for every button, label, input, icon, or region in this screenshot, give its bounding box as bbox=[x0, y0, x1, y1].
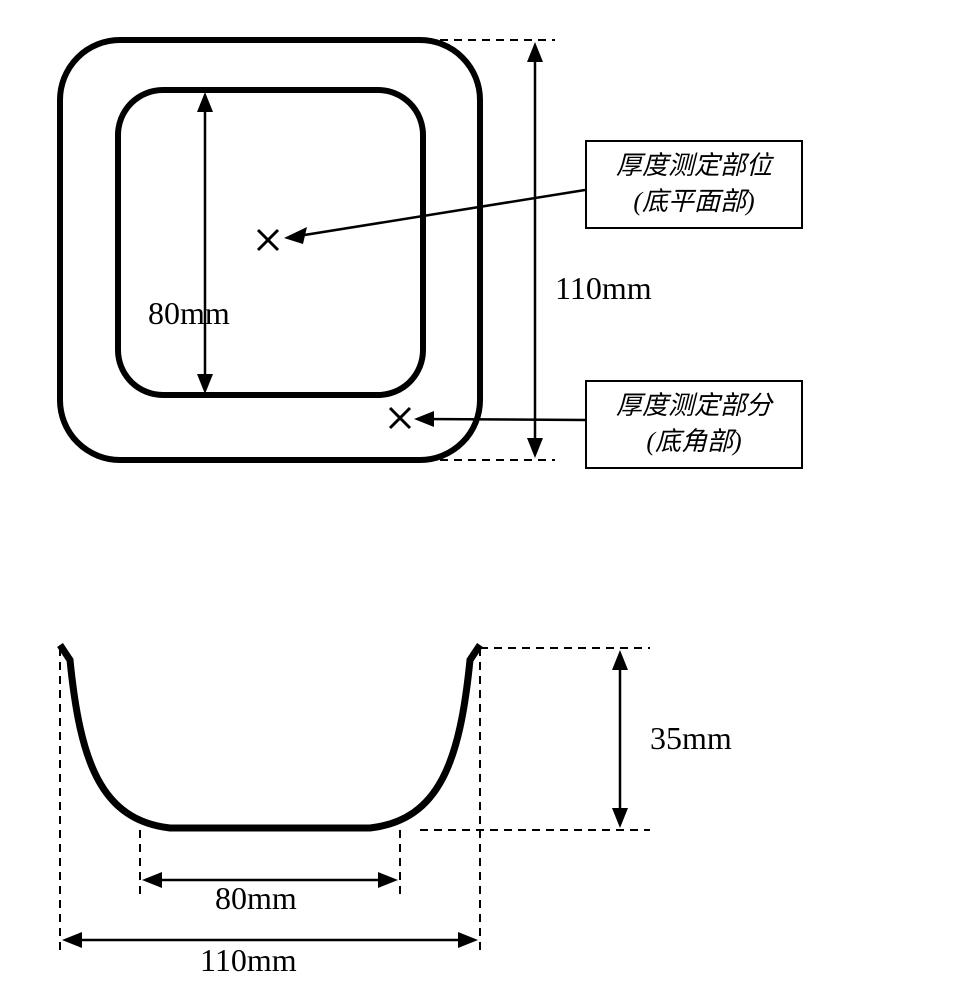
diagram-container: 厚度测定部位 (底平面部) 厚度测定部分 (底角部) 110mm 80mm 35… bbox=[0, 0, 956, 1000]
center-callout-arrow bbox=[284, 190, 585, 244]
inner-height-text: 80mm bbox=[148, 295, 230, 332]
bottom-inner-text: 80mm bbox=[215, 880, 297, 917]
center-marker bbox=[258, 230, 278, 250]
side-profile bbox=[60, 645, 480, 828]
bottom-outer-text: 110mm bbox=[200, 942, 297, 979]
side-depth-dim bbox=[612, 650, 628, 828]
outer-height-dim bbox=[440, 40, 555, 460]
corner-label-box: 厚度测定部分 (底角部) bbox=[585, 380, 803, 469]
side-depth-text: 35mm bbox=[650, 720, 732, 757]
center-label-subtitle: (底平面部) bbox=[599, 184, 789, 220]
corner-label-title: 厚度测定部分 bbox=[599, 388, 789, 424]
center-label-box: 厚度测定部位 (底平面部) bbox=[585, 140, 803, 229]
corner-label-subtitle: (底角部) bbox=[599, 424, 789, 460]
outer-height-text: 110mm bbox=[555, 270, 652, 307]
corner-marker bbox=[390, 408, 410, 428]
drawing-svg bbox=[0, 0, 956, 1000]
corner-callout-arrow bbox=[414, 411, 585, 427]
center-label-title: 厚度测定部位 bbox=[599, 148, 789, 184]
inner-height-dim bbox=[197, 92, 213, 394]
